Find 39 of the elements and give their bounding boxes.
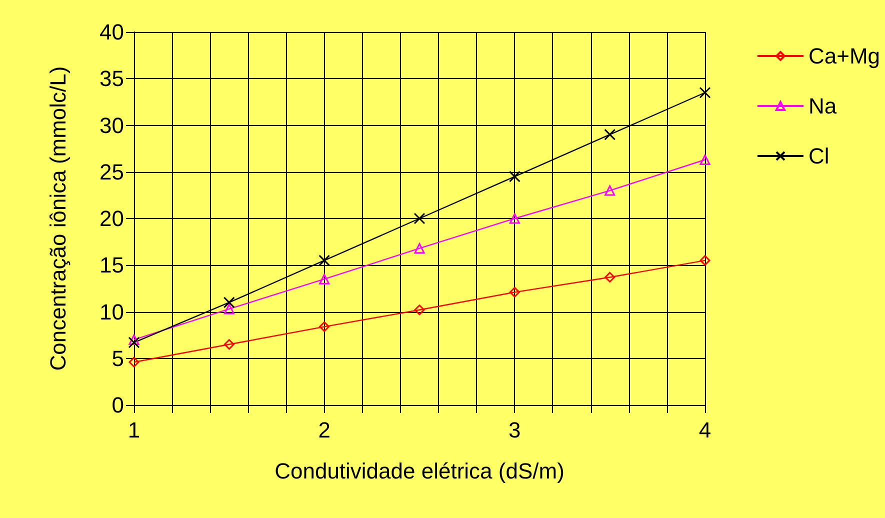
legend-label: Ca+Mg [808,44,880,68]
point [509,213,520,224]
point [128,356,140,368]
point [128,336,140,348]
point [700,255,710,266]
x-tick-label: 1 [128,418,140,442]
point [699,86,711,98]
point [414,243,425,254]
y-tick-label: 15 [100,252,124,278]
y-tick-label: 25 [100,159,124,184]
point [224,304,234,314]
y-axis-title: Concentração iônica (mmolc/L) [46,66,70,371]
point [224,339,234,350]
x-tick-label: 2 [318,418,330,442]
point [318,254,330,266]
y-tick-label: 30 [100,112,124,138]
point [604,272,616,282]
x-tick-label: 4 [698,418,712,442]
point [319,321,330,332]
point [319,274,330,284]
legend-label: Cl [808,144,830,168]
point [604,128,616,140]
point [508,170,520,182]
point [414,304,425,316]
y-tick-label: 5 [112,346,124,371]
y-tick-label: 40 [100,20,124,44]
x-axis-title: Condutividade elétrica (dS/m) [274,458,564,484]
y-tick-label: 10 [100,299,124,324]
point [700,154,710,166]
point [223,296,235,308]
y-tick-label: 35 [100,66,124,92]
point [414,212,426,224]
point [604,185,616,196]
point [509,286,520,298]
legend-label: Na [808,94,838,118]
y-tick-label: 20 [100,206,124,231]
y-tick-label: 0 [112,392,124,418]
x-tick-label: 3 [508,418,521,442]
point [128,334,140,345]
